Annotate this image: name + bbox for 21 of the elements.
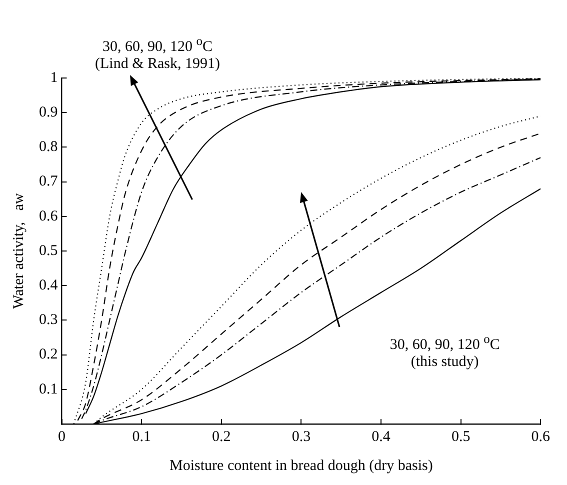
x-tick-label: 0.4 — [372, 428, 391, 445]
y-tick-label: 0.6 — [39, 208, 58, 224]
x-axis-title: Moisture content in bread dough (dry basis) — [170, 458, 433, 474]
y-tick-label: 0.5 — [39, 242, 58, 259]
y-tick-label: 0.3 — [39, 312, 58, 328]
x-tick-label: 0.1 — [132, 428, 151, 445]
x-tick-label: 0.5 — [451, 428, 470, 445]
annotation: 30, 60, 90, 120 $^{o}$C (this study) — [390, 330, 500, 371]
text: 30, 60, 90, 120 $^{o}$C (Lind & Rask, 1991) — [95, 33, 220, 74]
y-tick-label: 0.4 — [39, 278, 58, 294]
x-tick-label: 0.6 — [531, 428, 550, 445]
y-tick-label: 0.2 — [39, 346, 58, 363]
x-tick-label: 0.3 — [292, 428, 311, 445]
x-tick-label: 0 — [58, 428, 66, 445]
y-axis-title: Water activity, aw — [10, 192, 27, 309]
y-tick-label: 0.1 — [39, 381, 58, 398]
x-tick-label: 0.2 — [212, 428, 231, 445]
y-tick-label: 0.7 — [39, 174, 58, 190]
y-tick-label: 0.9 — [39, 104, 58, 121]
y-tick-label: 0.8 — [39, 139, 58, 156]
y-tick-label: 1 — [50, 70, 58, 86]
